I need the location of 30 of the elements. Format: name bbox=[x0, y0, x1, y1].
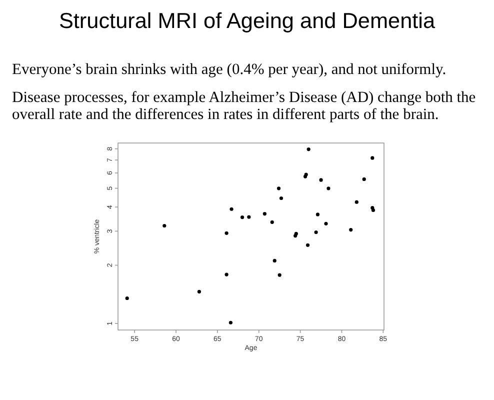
point bbox=[279, 196, 284, 200]
point bbox=[316, 212, 320, 216]
point bbox=[319, 178, 323, 182]
point bbox=[125, 296, 129, 300]
point bbox=[228, 320, 232, 324]
chart-title: Structural MRI of Ageing and Dementia bbox=[58, 8, 436, 33]
point bbox=[349, 228, 353, 232]
point bbox=[354, 200, 358, 204]
point bbox=[262, 212, 266, 216]
point bbox=[314, 230, 318, 234]
point bbox=[306, 148, 310, 152]
point bbox=[224, 231, 228, 235]
point bbox=[306, 243, 310, 247]
point bbox=[162, 224, 166, 228]
point bbox=[278, 273, 282, 277]
text: Disease processes, for example Alzheimer’s Disease (AD) change both the overall rate and the differences in rates in different parts of the brain. bbox=[12, 89, 477, 124]
point bbox=[362, 177, 366, 181]
point bbox=[270, 220, 274, 224]
point bbox=[276, 186, 281, 190]
point bbox=[197, 290, 202, 294]
point bbox=[224, 272, 228, 276]
point bbox=[371, 208, 376, 212]
point bbox=[370, 156, 374, 160]
point bbox=[324, 222, 328, 226]
point bbox=[240, 215, 244, 220]
point bbox=[247, 215, 251, 219]
point bbox=[272, 258, 276, 263]
point bbox=[326, 186, 330, 190]
point bbox=[230, 207, 234, 211]
chart-subtitle: Everyone’s brain shrinks with age (0.4% per year), and not uniformly. bbox=[12, 61, 448, 78]
